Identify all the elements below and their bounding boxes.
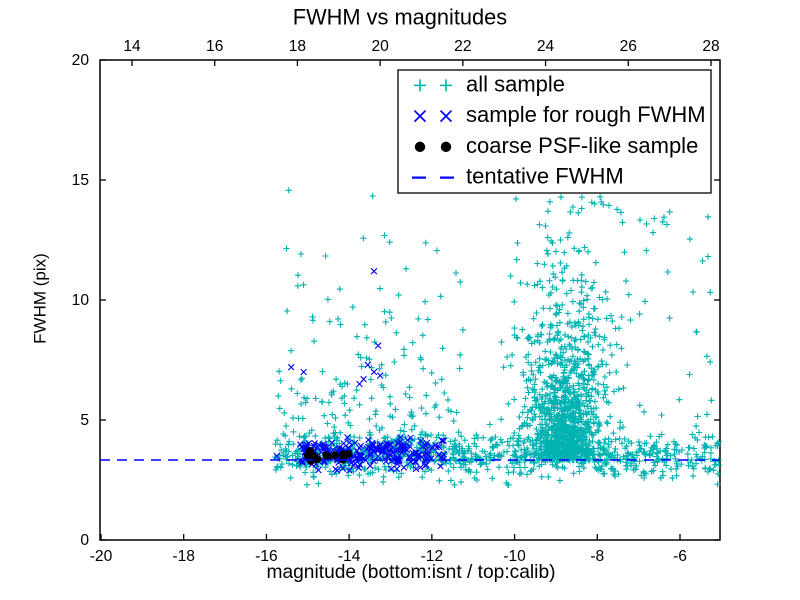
svg-text:sample for rough FWHM: sample for rough FWHM [466,102,706,127]
svg-text:24: 24 [537,38,555,55]
svg-text:15: 15 [72,172,90,189]
svg-text:coarse PSF-like sample: coarse PSF-like sample [466,133,698,158]
svg-text:FWHM (pix): FWHM (pix) [31,253,50,344]
svg-text:28: 28 [702,38,719,55]
svg-text:16: 16 [206,38,223,55]
svg-text:20: 20 [72,52,90,69]
svg-text:20: 20 [371,38,389,55]
svg-text:14: 14 [123,38,141,55]
svg-text:all sample: all sample [466,71,565,96]
svg-text:-6: -6 [673,548,687,565]
svg-text:26: 26 [620,38,637,55]
svg-text:FWHM vs magnitudes: FWHM vs magnitudes [293,5,507,30]
svg-text:18: 18 [289,38,306,55]
svg-text:10: 10 [72,292,90,309]
svg-text:-20: -20 [90,548,113,565]
svg-text:magnitude (bottom:isnt / top:c: magnitude (bottom:isnt / top:calib) [266,562,555,583]
svg-text:-8: -8 [590,548,604,565]
svg-text:-18: -18 [172,548,195,565]
svg-text:5: 5 [80,412,89,429]
svg-text:22: 22 [454,38,471,55]
svg-text:0: 0 [80,532,89,549]
svg-text:tentative FWHM: tentative FWHM [466,164,624,189]
